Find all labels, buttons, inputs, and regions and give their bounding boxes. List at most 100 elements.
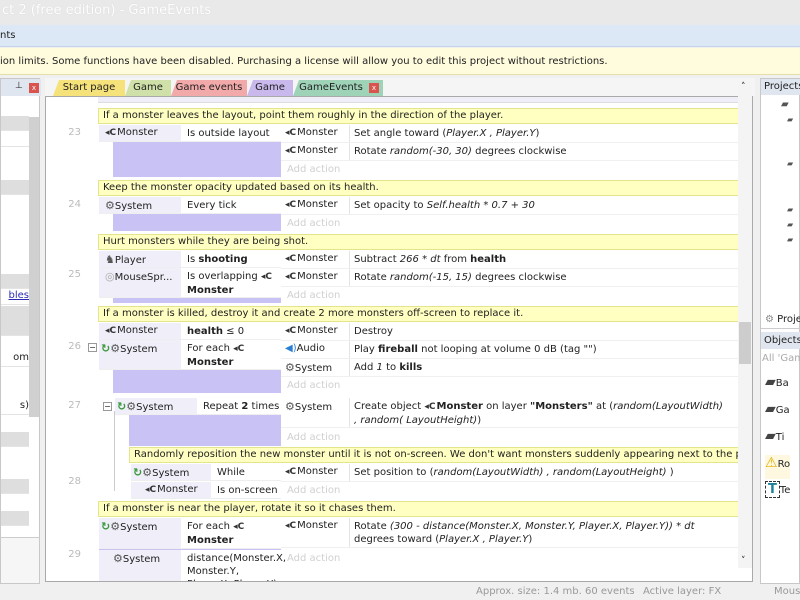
tab-start-page[interactable]: Start page [53, 80, 125, 96]
object-folder[interactable]: ▰Ga [765, 401, 790, 417]
event-sheet: If a monster leaves the layout, point th… [45, 96, 753, 582]
property-row [1, 180, 29, 195]
warning-icon: ⚠ [765, 455, 778, 471]
comment[interactable]: Randomly reposition the new monster unti… [129, 447, 739, 463]
condition[interactable]: ◂CMonster Is outside layout [99, 125, 281, 142]
folder-icon[interactable]: ▰ [781, 99, 789, 110]
action-text: Rotate (300 - distance(Monster.X, Monste… [349, 518, 729, 547]
condition-text: For each ◂C Monster [187, 521, 245, 546]
object-folder[interactable]: ▰Ba [765, 374, 789, 390]
audio-icon: ◀) [285, 343, 297, 354]
action[interactable]: ⚙System Add 1 to kills [281, 359, 739, 377]
ribbon-tab-events[interactable]: nts [0, 25, 800, 47]
action[interactable]: ◂CMonster Set opacity to Self.health * 0.… [281, 197, 739, 215]
tab-game[interactable]: Game [247, 80, 293, 96]
condition-object: System [136, 402, 174, 413]
left-panel: ⊥ x bles om s) [0, 78, 41, 584]
gear-icon: ⚙ [285, 361, 295, 374]
folder-icon: ▰ [765, 374, 776, 390]
property-row [1, 132, 29, 147]
condition[interactable]: ↻⚙System While [131, 464, 281, 481]
projects-tab[interactable]: ⚙ Proje [761, 311, 800, 329]
left-scrollbar[interactable] [29, 117, 39, 417]
action-text: Create object ◂CMonster on layer "Monste… [349, 398, 729, 427]
action[interactable]: ◀)Audio Play fireball not looping at volu… [281, 341, 739, 359]
event-sheet-scrollbar[interactable]: ˄ ˅ [738, 82, 752, 568]
action[interactable]: ◂CMonster Rotate random(-30, 30) degrees … [281, 143, 739, 161]
sprite-icon: ◂C [285, 128, 297, 138]
action-object: System [294, 363, 333, 374]
folder-icon[interactable]: ▰ [787, 220, 794, 229]
gear-icon: ⚙ [126, 400, 137, 413]
tab-game-events[interactable]: Game events [171, 80, 247, 96]
tab-bar: Start page Game Game events Game GameEve… [45, 78, 755, 96]
tab-game-layout[interactable]: Game [125, 80, 171, 96]
comment[interactable]: If a monster leaves the layout, point th… [98, 108, 739, 124]
add-action-link[interactable]: Add action [287, 290, 341, 301]
close-icon[interactable]: x [29, 83, 39, 93]
folder-icon[interactable]: ▰ [787, 159, 794, 168]
condition[interactable]: ◂CMonster Is on-screen [131, 482, 281, 499]
comment[interactable]: Hurt monsters while they are being shot. [98, 234, 739, 250]
add-action-link[interactable]: Add action [287, 218, 341, 229]
condition-object: System [152, 468, 190, 479]
condition-text: Every tick [187, 200, 237, 211]
property-value[interactable]: s) [1, 400, 29, 415]
scroll-down-icon[interactable]: ˅ [741, 556, 746, 566]
tab-gameevents[interactable]: GameEvents [293, 80, 383, 96]
object-item[interactable]: T Te [765, 481, 790, 506]
action[interactable]: ◂CMonster Destroy [281, 323, 739, 341]
sprite-icon: ◂C [285, 467, 297, 477]
folder-icon[interactable]: ▰ [787, 205, 794, 214]
scroll-thumb[interactable] [739, 322, 751, 364]
status-bar: Approx. size: 1.4 mb. 60 events Active l… [0, 584, 800, 600]
object-item[interactable]: ⚠Ro [765, 455, 791, 479]
condition-text: health ≤ 0 [187, 326, 245, 337]
action[interactable]: ⚙System Create object ◂CMonster on layer … [281, 398, 739, 428]
window-title: ct 2 (free edition) - GameEvents [0, 0, 800, 25]
condition-object: Monster [117, 325, 158, 336]
add-action-link[interactable]: Add action [287, 553, 341, 564]
sprite-icon: ◂C [285, 146, 297, 156]
add-action-link[interactable]: Add action [287, 164, 341, 175]
add-action-link[interactable]: Add action [287, 485, 341, 496]
condition[interactable]: ♞Player Is shooting [99, 251, 281, 268]
action[interactable]: ◂CMonster Set position to (random(LayoutW… [281, 464, 739, 482]
action-object: Monster [297, 466, 338, 477]
condition[interactable]: ↻⚙System For each ◂C Monster [99, 518, 281, 549]
add-action-link[interactable]: Add action [287, 432, 341, 443]
action-text: Destroy [349, 323, 393, 340]
comment[interactable]: If a monster is near the player, rotate … [98, 501, 739, 517]
condition-object: Player [114, 255, 146, 266]
sprite-icon: ◂C [145, 485, 157, 495]
collapse-toggle[interactable]: − [88, 343, 97, 352]
loop-icon: ↻ [117, 400, 127, 413]
action[interactable]: ◂CMonster Set angle toward (Player.X , Pl… [281, 125, 739, 143]
action[interactable]: ◂CMonster Rotate random(-15, 15) degrees … [281, 269, 739, 287]
action[interactable]: ◂CMonster Rotate (300 - distance(Monster.… [281, 518, 739, 548]
comment[interactable]: If a monster is killed, destroy it and c… [98, 306, 739, 322]
action[interactable]: ◂CMonster Subtract 266 * dt from health [281, 251, 739, 269]
player-icon: ♞ [105, 253, 115, 266]
add-action-link[interactable]: Add action [287, 380, 341, 391]
folder-icon[interactable]: ▰ [787, 115, 794, 124]
folder-icon[interactable]: ▰ [787, 235, 794, 244]
comment[interactable]: Keep the monster opacity updated based o… [98, 180, 739, 196]
condition[interactable]: ◎MouseSpr... Is overlapping ◂C Monster [99, 268, 281, 298]
instance-variables-link[interactable]: bles [1, 290, 29, 305]
pin-icon[interactable]: ⊥ [15, 81, 23, 91]
condition[interactable]: ↻⚙System For each ◂C Monster [99, 340, 281, 370]
action-text: Rotate random(-15, 15) degrees clockwise [349, 269, 567, 286]
property-value[interactable]: om [1, 352, 29, 367]
condition[interactable]: ◂CMonster health ≤ 0 [99, 323, 281, 340]
objects-filter[interactable]: All 'Gam [762, 353, 800, 364]
tab-close-icon[interactable]: x [369, 83, 379, 93]
action-object: Monster [297, 199, 338, 210]
condition[interactable]: ⚙System distance(Monster.X, Monster.Y, P… [99, 550, 286, 581]
collapse-toggle[interactable]: − [103, 402, 112, 411]
condition[interactable]: ⚙System Every tick [99, 197, 281, 214]
object-folder[interactable]: ▰Ti [765, 428, 785, 444]
gear-icon: ⚙ [110, 520, 121, 533]
condition[interactable]: ↻⚙System Repeat 2 times [115, 398, 281, 415]
scroll-up-icon[interactable]: ˄ [741, 82, 746, 92]
